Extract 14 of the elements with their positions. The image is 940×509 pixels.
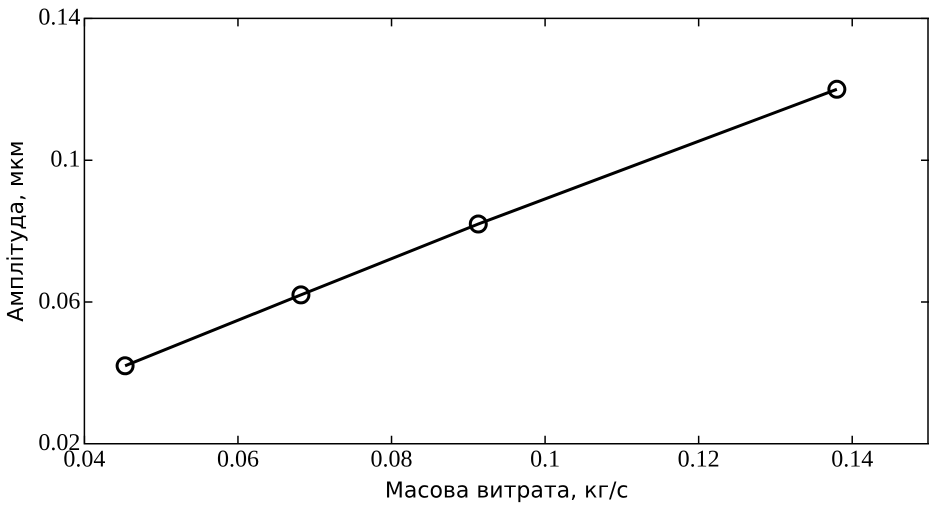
x-tick-label: 0.1 xyxy=(530,446,560,472)
point xyxy=(291,285,310,304)
y-axis-title: Амплітуда, мкм xyxy=(4,140,29,322)
y-tick-label: 0.06 xyxy=(38,288,80,314)
x-tick-label: 0.14 xyxy=(831,446,874,472)
y-tick-label: 0.1 xyxy=(50,146,80,172)
point xyxy=(468,214,488,234)
point xyxy=(116,356,135,376)
x-axis-title: Масова витрата, кг/с xyxy=(384,478,629,504)
y-tick-label: 0.14 xyxy=(38,4,80,31)
x-tick-label: 0.06 xyxy=(216,446,259,472)
point xyxy=(827,80,846,99)
x-tick-label: 0.12 xyxy=(678,446,720,472)
x-tick-label: 0.08 xyxy=(370,446,413,472)
